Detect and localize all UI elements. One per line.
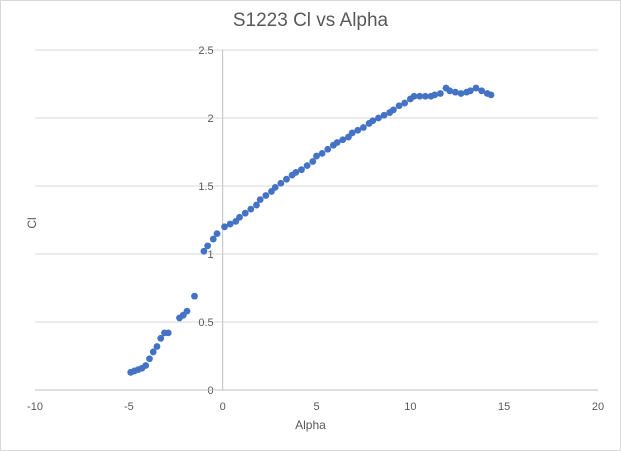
data-points [127, 84, 495, 376]
data-point [410, 92, 418, 100]
data-point [339, 136, 347, 144]
data-point [142, 362, 150, 369]
data-point [390, 106, 397, 114]
data-point [436, 90, 444, 97]
data-point [241, 209, 249, 217]
data-point [183, 307, 191, 315]
x-tick-label: -5 [124, 401, 134, 413]
y-tick-label: 2 [208, 113, 214, 125]
data-point [209, 235, 217, 243]
data-point [277, 179, 285, 187]
data-point [298, 166, 305, 174]
x-tick-label: 5 [313, 401, 319, 413]
data-point [333, 139, 341, 146]
data-point [157, 334, 165, 342]
data-point [375, 114, 382, 122]
data-point [446, 87, 454, 95]
data-point [472, 84, 480, 92]
data-point [324, 145, 332, 153]
data-point [348, 129, 356, 137]
data-point [313, 152, 320, 160]
x-tick-label: 20 [592, 401, 604, 413]
data-point [431, 91, 439, 99]
data-point [416, 92, 424, 100]
data-point [360, 124, 367, 131]
x-tick-label: 0 [220, 401, 226, 413]
y-tick-label: 2.5 [198, 45, 213, 57]
data-point [191, 292, 198, 300]
y-tick-label: 1 [208, 249, 214, 261]
gridlines [35, 49, 598, 323]
x-tick-label: 10 [404, 401, 416, 413]
data-point [421, 92, 429, 100]
y-tick-label: 0.5 [198, 317, 213, 329]
data-point [164, 329, 172, 337]
data-point [253, 201, 260, 209]
data-point [318, 149, 326, 157]
chart-title: S1223 Cl vs Alpha [232, 10, 389, 31]
data-point [292, 169, 300, 176]
data-point [262, 192, 270, 199]
data-point [457, 90, 465, 97]
x-tick-label: 15 [498, 401, 510, 413]
data-point [369, 117, 377, 125]
x-axis-title: Alpha [295, 418, 326, 432]
data-point [401, 99, 409, 107]
data-point [236, 213, 243, 221]
data-point [487, 91, 495, 99]
data-point [204, 242, 212, 250]
data-point [395, 102, 403, 110]
data-point [380, 111, 388, 119]
data-point [303, 162, 311, 170]
data-point [146, 355, 153, 363]
data-point [354, 126, 362, 134]
y-tick-labels: 0 0.5 1 1.5 2 2.5 [198, 45, 213, 397]
data-point [478, 87, 486, 95]
data-point [256, 196, 264, 204]
data-point [200, 247, 208, 255]
data-point [283, 175, 290, 183]
y-tick-label: 0 [208, 385, 214, 397]
data-point [226, 220, 234, 228]
data-point [271, 183, 279, 191]
data-point [247, 205, 255, 213]
x-tick-labels: -10 -5 0 5 10 15 20 [27, 401, 604, 413]
data-point [451, 88, 459, 96]
data-point [309, 158, 317, 165]
data-point [213, 230, 221, 238]
y-axis-title: Cl [25, 217, 39, 229]
data-point [466, 87, 474, 95]
data-point [149, 348, 157, 356]
y-tick-label: 1.5 [198, 181, 213, 193]
x-tick-label: -10 [27, 401, 43, 413]
axes [35, 50, 598, 391]
data-point [221, 223, 228, 231]
data-point [153, 343, 161, 350]
